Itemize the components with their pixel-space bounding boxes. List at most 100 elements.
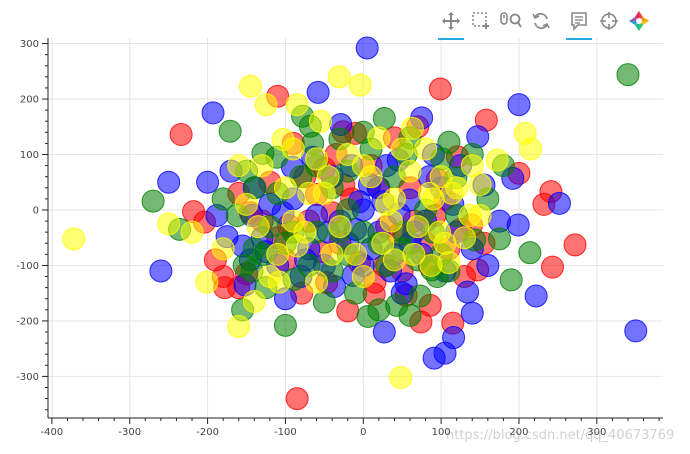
data-point bbox=[445, 176, 469, 200]
data-point bbox=[195, 270, 219, 294]
data-point bbox=[246, 215, 270, 239]
data-point bbox=[254, 93, 278, 117]
data-point bbox=[476, 253, 500, 277]
toolbar bbox=[436, 4, 654, 40]
data-point bbox=[417, 181, 441, 205]
data-point bbox=[305, 147, 329, 171]
data-point bbox=[452, 226, 476, 250]
data-point bbox=[389, 366, 413, 390]
data-point bbox=[316, 165, 340, 189]
data-point bbox=[344, 242, 367, 266]
hover-tool[interactable] bbox=[564, 7, 594, 40]
data-point bbox=[238, 74, 262, 98]
data-point bbox=[180, 220, 204, 244]
data-point bbox=[519, 137, 543, 161]
data-point bbox=[250, 154, 274, 178]
data-point bbox=[485, 148, 509, 172]
data-point bbox=[547, 191, 571, 215]
data-point bbox=[196, 170, 220, 194]
pan-icon bbox=[442, 12, 460, 30]
data-point bbox=[351, 220, 375, 244]
data-point bbox=[281, 137, 305, 161]
data-point bbox=[456, 280, 480, 304]
x-tick-label: 0 bbox=[360, 427, 366, 438]
data-point bbox=[507, 93, 531, 117]
x-tick-label: -200 bbox=[196, 427, 219, 438]
y-tick-label: -300 bbox=[16, 372, 39, 383]
data-point bbox=[428, 77, 452, 101]
data-point bbox=[242, 237, 266, 261]
data-point bbox=[540, 255, 564, 279]
data-point bbox=[371, 231, 395, 255]
data-point bbox=[563, 233, 587, 257]
data-point bbox=[308, 109, 332, 133]
y-tick-label: 100 bbox=[20, 150, 39, 161]
data-point bbox=[616, 63, 640, 87]
data-point bbox=[227, 154, 251, 178]
x-tick-label: 300 bbox=[587, 427, 606, 438]
data-point bbox=[624, 319, 648, 343]
data-point bbox=[293, 220, 317, 244]
x-tick-label: 200 bbox=[509, 427, 528, 438]
bokeh-logo-button[interactable] bbox=[624, 7, 654, 35]
data-point bbox=[336, 142, 360, 166]
data-point bbox=[518, 241, 542, 265]
data-point bbox=[328, 215, 352, 239]
data-point bbox=[433, 231, 457, 255]
data-point bbox=[390, 137, 414, 161]
data-point bbox=[372, 106, 396, 130]
reset-icon bbox=[532, 12, 550, 30]
data-point bbox=[499, 268, 523, 292]
wheel-zoom-icon bbox=[500, 12, 522, 28]
data-point bbox=[355, 36, 379, 60]
data-point bbox=[460, 301, 484, 325]
data-point bbox=[266, 242, 290, 266]
y-tick-label: 0 bbox=[33, 205, 39, 216]
data-point bbox=[157, 170, 181, 194]
data-point bbox=[460, 154, 484, 178]
data-point bbox=[218, 119, 242, 143]
data-point bbox=[285, 93, 309, 117]
data-point bbox=[367, 126, 391, 150]
data-point bbox=[258, 265, 282, 289]
reset-tool[interactable] bbox=[526, 7, 556, 35]
box-zoom-icon bbox=[472, 12, 489, 29]
box-zoom-tool[interactable] bbox=[466, 7, 496, 35]
wheel-zoom-tool[interactable] bbox=[496, 7, 526, 35]
data-point bbox=[442, 326, 466, 350]
watermark: https://blog.csdn.net/qq_40673769 bbox=[446, 428, 675, 443]
bokeh-logo bbox=[629, 11, 649, 31]
data-point bbox=[367, 298, 391, 322]
data-point bbox=[169, 123, 193, 147]
data-point bbox=[408, 284, 432, 308]
y-tick-label: -100 bbox=[16, 261, 39, 272]
data-point bbox=[468, 204, 492, 228]
data-point bbox=[211, 237, 235, 261]
data-point bbox=[398, 303, 422, 327]
data-point bbox=[372, 320, 396, 344]
data-point bbox=[524, 284, 548, 308]
data-point bbox=[273, 313, 297, 337]
x-tick-label: 100 bbox=[432, 427, 451, 438]
data-point bbox=[348, 73, 372, 97]
data-point bbox=[351, 154, 375, 178]
pan-tool[interactable] bbox=[436, 7, 466, 40]
data-point bbox=[211, 187, 235, 211]
x-tick-label: -400 bbox=[41, 427, 64, 438]
data-point bbox=[157, 212, 181, 236]
crosshair-tool[interactable] bbox=[594, 7, 624, 35]
data-point bbox=[429, 165, 453, 189]
x-tick-label: -300 bbox=[118, 427, 141, 438]
data-point bbox=[285, 387, 309, 411]
x-tick-label: -100 bbox=[274, 427, 297, 438]
data-point bbox=[488, 227, 512, 251]
data-point bbox=[437, 130, 461, 154]
data-point bbox=[62, 227, 86, 251]
axes: -400 -300 -200 -100 0 100 200 300 -300 -200 -100 0 1… bbox=[16, 38, 663, 438]
scatter-points bbox=[62, 36, 648, 411]
data-point bbox=[382, 187, 406, 211]
data-point bbox=[320, 242, 344, 266]
data-point bbox=[400, 116, 424, 140]
data-point bbox=[402, 242, 426, 266]
